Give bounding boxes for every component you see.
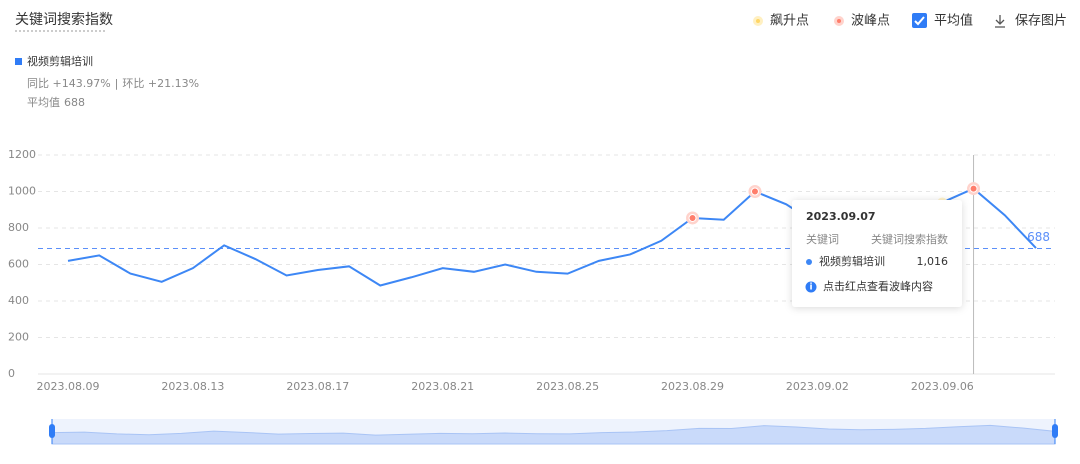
peak-point[interactable]	[688, 213, 697, 222]
slider-area	[51, 424, 1056, 445]
slider-handle[interactable]	[49, 424, 55, 438]
download-icon	[995, 15, 1005, 28]
legend-icon	[834, 16, 844, 26]
average-label: 688	[1027, 230, 1050, 244]
check	[914, 16, 925, 26]
tooltip-date: 2023.09.07	[806, 210, 876, 223]
y-tick-label: 600	[8, 258, 29, 271]
x-tick-label: 2023.08.17	[286, 380, 349, 393]
sep: |	[115, 77, 119, 90]
x-tick-label: 2023.09.06	[911, 380, 974, 393]
series-name: 视频剪辑培训	[27, 54, 93, 68]
slider-handle[interactable]	[1052, 424, 1058, 438]
checkbox[interactable]	[912, 13, 927, 28]
stats: 同比 +143.97% | 环比 +21.13%	[27, 77, 199, 90]
y-tick-label: 400	[8, 294, 29, 307]
x-tick-label: 2023.08.25	[536, 380, 599, 393]
x-tick-label: 2023.08.13	[161, 380, 224, 393]
tooltip-dot	[806, 259, 812, 265]
x-tick-label: 2023.08.21	[411, 380, 474, 393]
info-i: i	[809, 283, 812, 293]
tooltip-box	[792, 200, 962, 307]
legend-label[interactable]: 飙升点	[770, 13, 809, 29]
tooltip-header: 关键词搜索指数	[871, 232, 948, 246]
legend-icon	[753, 16, 763, 26]
tooltip-value: 1,016	[917, 255, 949, 268]
series-swatch	[15, 58, 22, 65]
y-tick-label: 1200	[8, 148, 36, 161]
legend-label[interactable]: 平均值	[934, 13, 973, 29]
peak-point[interactable]	[969, 184, 978, 193]
y-tick-label: 1000	[8, 185, 36, 198]
y-tick-label: 0	[8, 367, 15, 380]
y-tick-label: 800	[8, 221, 29, 234]
info-icon	[805, 281, 817, 293]
y-tick-label: 200	[8, 331, 29, 344]
tooltip-name: 视频剪辑培训	[819, 254, 885, 268]
chart-title: 关键词搜索指数	[15, 11, 113, 28]
average-text: 平均值 688	[27, 96, 85, 109]
x-tick-label: 2023.09.02	[786, 380, 849, 393]
save-button[interactable]: 保存图片	[1015, 14, 1067, 29]
tooltip-hint[interactable]: 点击红点查看波峰内容	[823, 279, 933, 293]
x-tick-label: 2023.08.29	[661, 380, 724, 393]
peak-point[interactable]	[750, 187, 759, 196]
legend-label[interactable]: 波峰点	[851, 14, 890, 29]
tooltip-header: 关键词	[806, 232, 839, 246]
x-tick-label: 2023.08.09	[37, 380, 100, 393]
